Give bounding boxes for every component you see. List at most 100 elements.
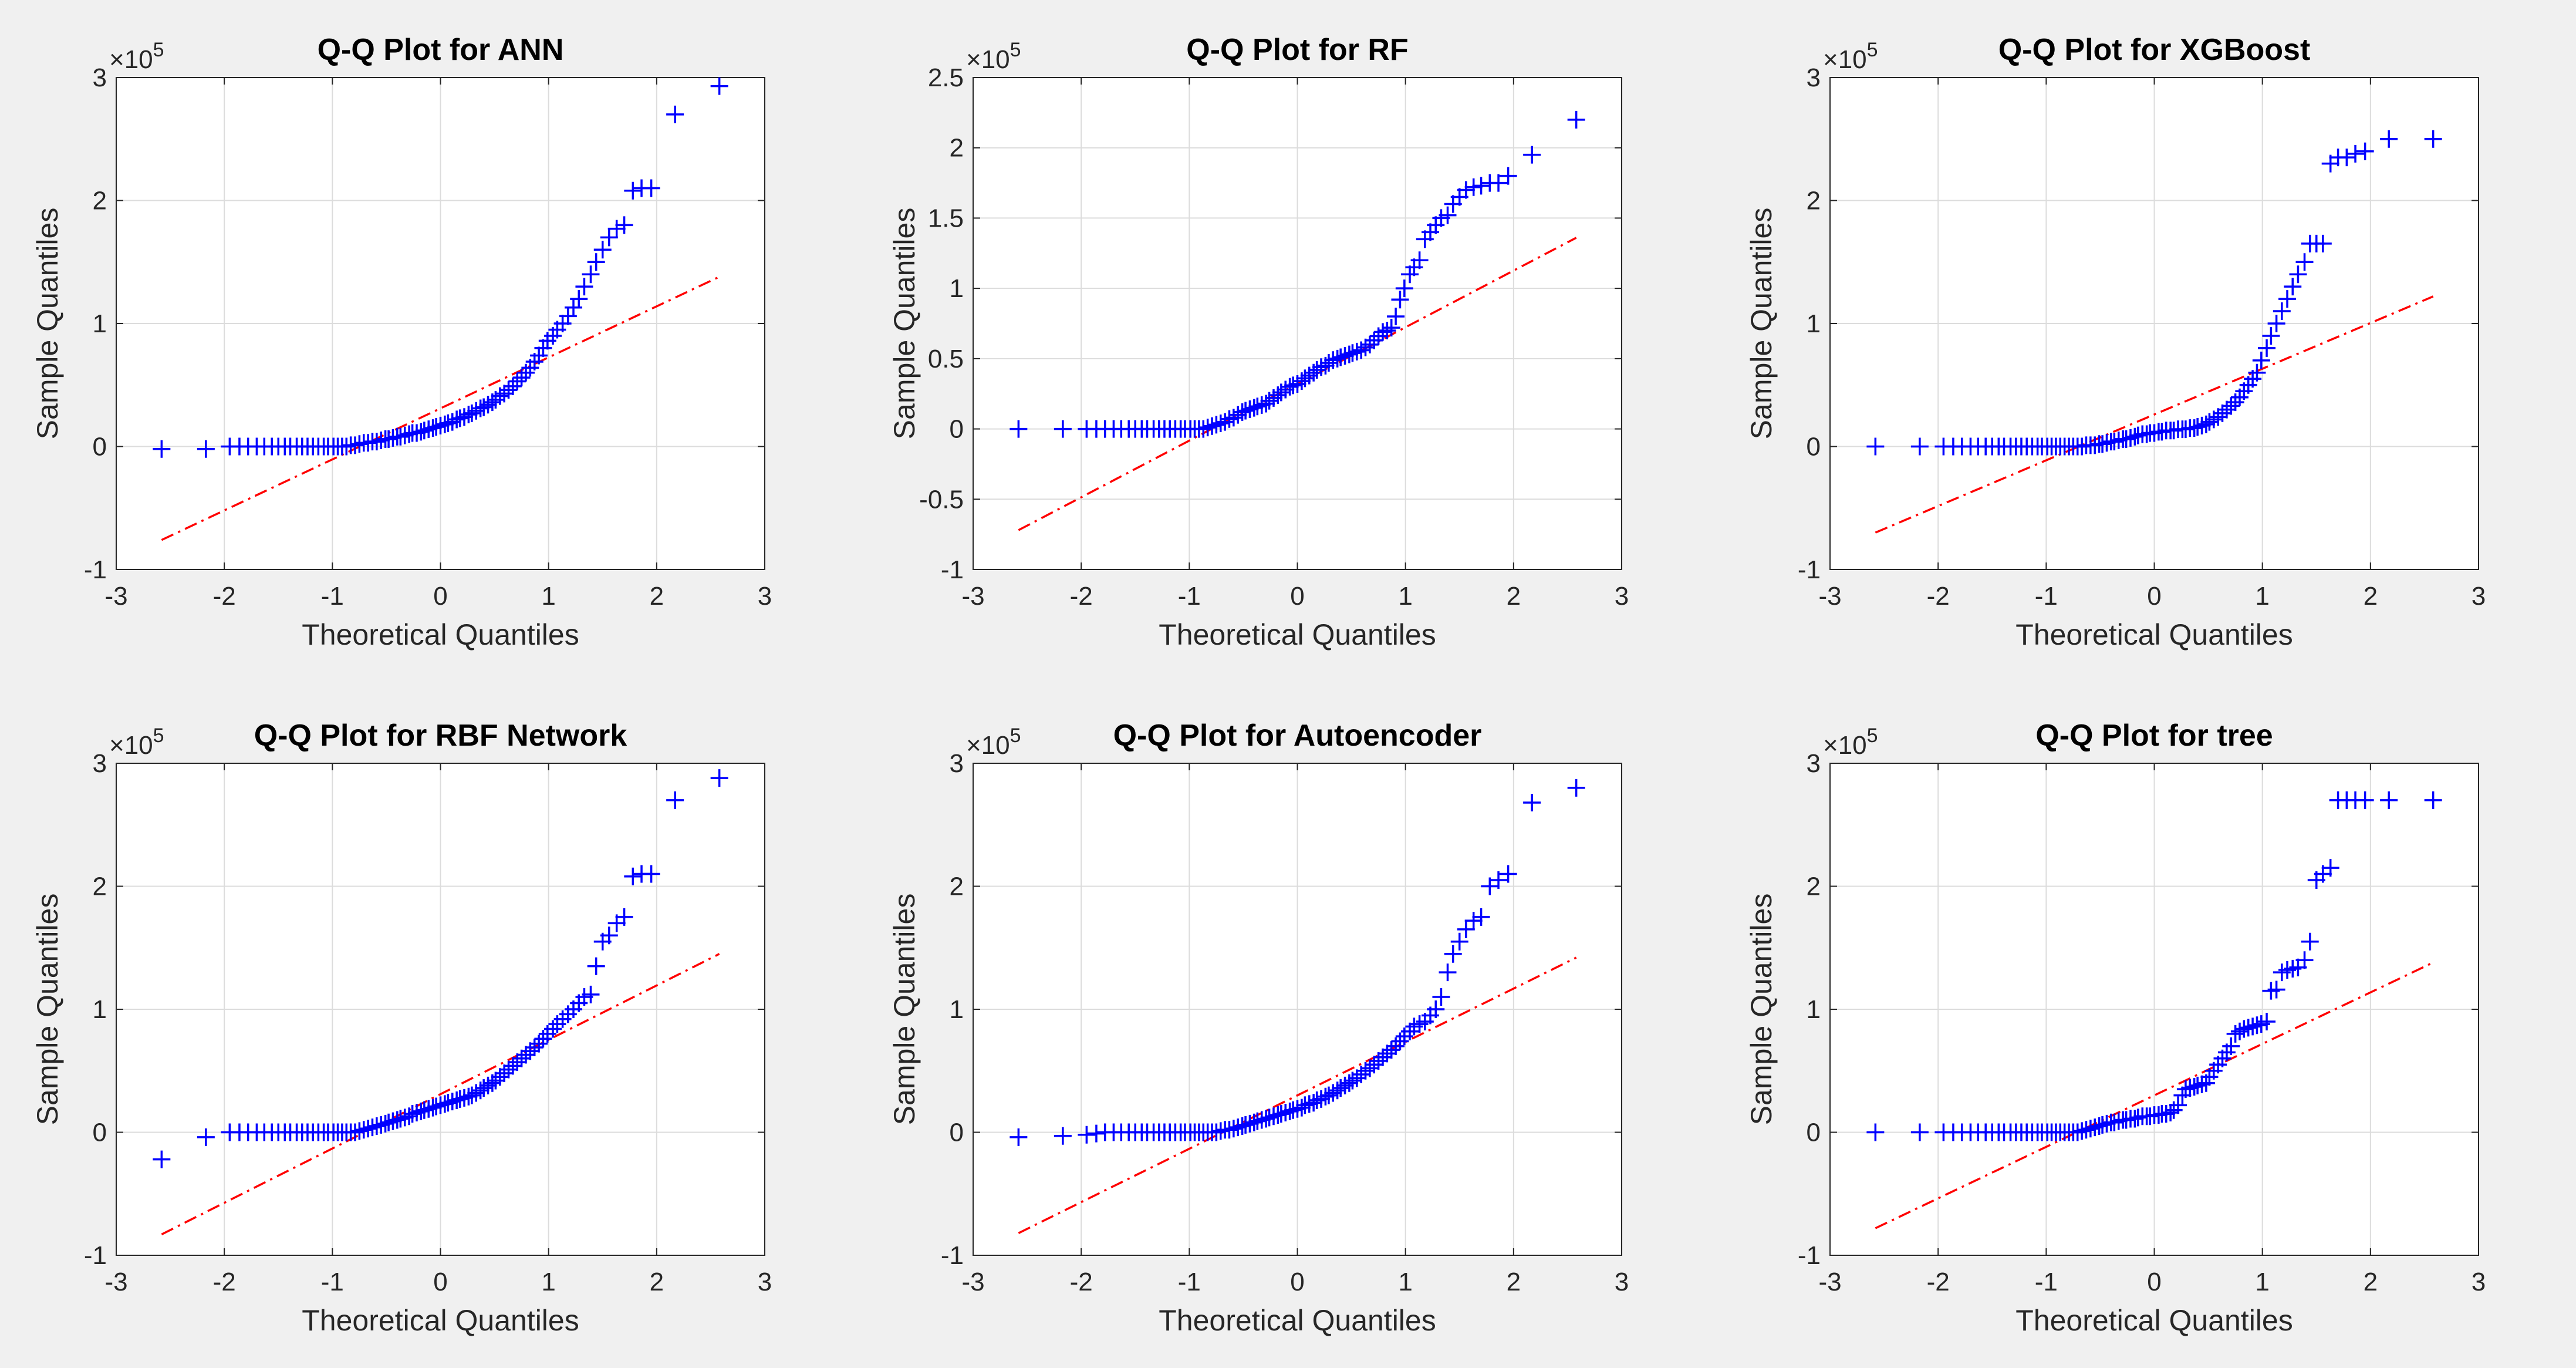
data-point — [1382, 1041, 1400, 1059]
data-point — [1245, 1113, 1263, 1131]
x-tick-label: 3 — [1615, 582, 1629, 611]
data-point — [384, 429, 402, 447]
data-point — [1387, 308, 1405, 326]
data-point — [1378, 321, 1396, 339]
y-tick-label: 3 — [93, 749, 107, 778]
x-tick-label: -1 — [2035, 582, 2058, 611]
x-tick-label: 0 — [2147, 582, 2161, 611]
data-point — [1288, 1100, 1306, 1118]
data-point — [1499, 167, 1517, 185]
data-point — [1229, 406, 1247, 424]
data-point — [499, 1060, 518, 1079]
data-point — [1281, 1102, 1299, 1120]
data-point — [1464, 912, 1483, 930]
data-point — [504, 1057, 522, 1075]
data-point — [1567, 110, 1585, 129]
data-point — [2176, 420, 2195, 439]
data-point — [1284, 1101, 1302, 1119]
data-point — [2209, 408, 2227, 426]
y-tick-label: 0 — [1807, 433, 1821, 461]
x-tick-label: -2 — [213, 582, 236, 611]
data-point — [355, 1121, 373, 1139]
y-tick-label: 1 — [1807, 995, 1821, 1024]
data-point — [2295, 253, 2314, 271]
data-layer — [1866, 130, 2442, 534]
data-point — [400, 425, 418, 443]
x-tick-label: 3 — [1615, 1268, 1629, 1296]
y-exponent-label: ×105 — [966, 725, 1021, 760]
data-point — [455, 408, 474, 426]
data-point — [2098, 434, 2116, 452]
data-point — [2098, 1114, 2116, 1133]
data-point — [1248, 1112, 1267, 1130]
data-point — [495, 385, 514, 403]
data-point — [1216, 413, 1234, 431]
data-point — [1348, 342, 1366, 360]
data-point — [346, 436, 364, 454]
data-point — [380, 1113, 398, 1131]
data-point — [1245, 399, 1263, 417]
data-layer — [153, 78, 728, 541]
x-tick-label: -3 — [1818, 582, 1841, 611]
data-point — [600, 228, 618, 247]
data-point — [2301, 932, 2319, 951]
data-point — [359, 1120, 377, 1138]
data-point — [491, 1068, 509, 1086]
y-axis-label: Sample Quantiles — [1745, 208, 1778, 440]
data-point — [1439, 963, 1457, 982]
y-tick-label: 2 — [93, 187, 107, 215]
x-tick-label: 1 — [2255, 582, 2269, 611]
data-point — [1207, 1123, 1225, 1141]
data-point — [1296, 1096, 1314, 1114]
data-point — [1010, 1128, 1028, 1146]
y-tick-label: -1 — [941, 555, 964, 584]
x-tick-label: -1 — [2035, 1268, 2058, 1296]
data-point — [427, 1097, 445, 1116]
data-point — [1233, 1117, 1251, 1135]
reference-line — [1875, 295, 2434, 534]
data-point — [372, 432, 390, 450]
data-point — [391, 427, 410, 446]
y-exponent-label: ×105 — [966, 39, 1021, 74]
data-point — [350, 1122, 369, 1140]
data-point — [2235, 1020, 2253, 1038]
exponent-base: ×10 — [1823, 45, 1867, 74]
x-tick-label: -2 — [1070, 582, 1093, 611]
y-tick-label: 2 — [93, 872, 107, 901]
data-point — [2252, 351, 2270, 369]
data-point — [2086, 1118, 2104, 1137]
data-point — [415, 1101, 433, 1119]
data-point — [380, 430, 398, 448]
y-tick-label: 2 — [950, 872, 964, 901]
data-point — [2068, 1123, 2087, 1141]
data-point — [521, 1042, 539, 1060]
data-point — [1910, 1123, 1929, 1141]
data-point — [1910, 437, 1929, 456]
chart-title: Q-Q Plot for Autoencoder — [1113, 719, 1482, 753]
data-point — [1332, 348, 1350, 366]
data-point — [2424, 130, 2442, 148]
data-point — [1308, 361, 1326, 379]
x-tick-label: -3 — [1818, 1268, 1841, 1296]
data-point — [1365, 1056, 1383, 1074]
data-point — [615, 216, 633, 234]
data-point — [2193, 1075, 2211, 1093]
data-point — [2284, 278, 2302, 296]
exponent-base: ×10 — [109, 731, 153, 760]
data-point — [624, 181, 642, 200]
data-point — [2094, 1116, 2112, 1134]
y-tick-label: 0 — [1807, 1118, 1821, 1147]
data-point — [508, 1053, 526, 1072]
data-point — [1866, 437, 1885, 456]
data-point — [2213, 404, 2231, 422]
data-point — [420, 1100, 438, 1118]
y-tick-label: 2 — [1807, 872, 1821, 901]
data-point — [384, 1112, 402, 1130]
data-point — [2380, 791, 2398, 809]
y-exponent-label: ×105 — [109, 39, 164, 74]
data-point — [2262, 326, 2280, 345]
data-point — [359, 434, 377, 452]
x-tick-label: -2 — [213, 1268, 236, 1296]
x-tick-label: -3 — [104, 1268, 127, 1296]
